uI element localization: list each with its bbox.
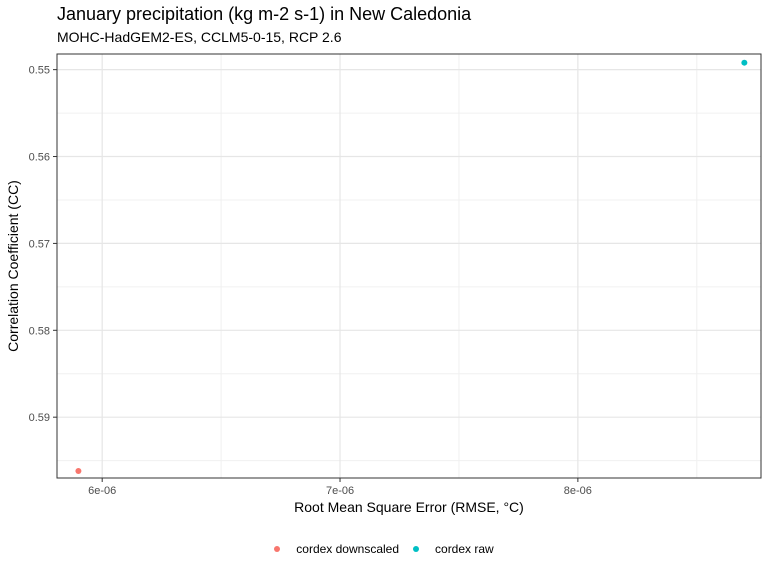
data-point-cordex-raw — [741, 59, 748, 66]
plot-panel — [57, 54, 761, 478]
legend-label-cordex-downscaled: cordex downscaled — [296, 542, 400, 556]
legend-marker-cordex-raw — [413, 546, 420, 552]
x-tick-label: 7e-06 — [326, 485, 354, 497]
y-tick-label: 0.57 — [29, 238, 50, 250]
y-tick-label: 0.55 — [29, 65, 50, 77]
y-axis-title: Correlation Coefficient (CC) — [5, 180, 21, 352]
legend: cordex downscaled cordex raw — [0, 542, 768, 556]
y-tick-label: 0.58 — [29, 325, 50, 337]
y-tick-label: 0.56 — [29, 152, 50, 164]
legend-marker-cordex-downscaled — [274, 546, 281, 552]
x-axis-title: Root Mean Square Error (RMSE, °C) — [294, 499, 524, 515]
chart-title: January precipitation (kg m-2 s-1) in Ne… — [57, 4, 472, 24]
x-tick-label: 6e-06 — [88, 485, 116, 497]
x-tick-label: 8e-06 — [564, 485, 592, 497]
data-point-cordex-downscaled — [75, 468, 82, 475]
plot-border — [56, 53, 762, 479]
legend-item-cordex-downscaled: cordex downscaled — [274, 542, 399, 556]
chart-subtitle: MOHC-HadGEM2-ES, CCLM5-0-15, RCP 2.6 — [57, 29, 342, 45]
legend-item-cordex-raw: cordex raw — [413, 542, 494, 556]
y-tick-label: 0.59 — [29, 412, 50, 424]
legend-label-cordex-raw: cordex raw — [435, 542, 494, 556]
